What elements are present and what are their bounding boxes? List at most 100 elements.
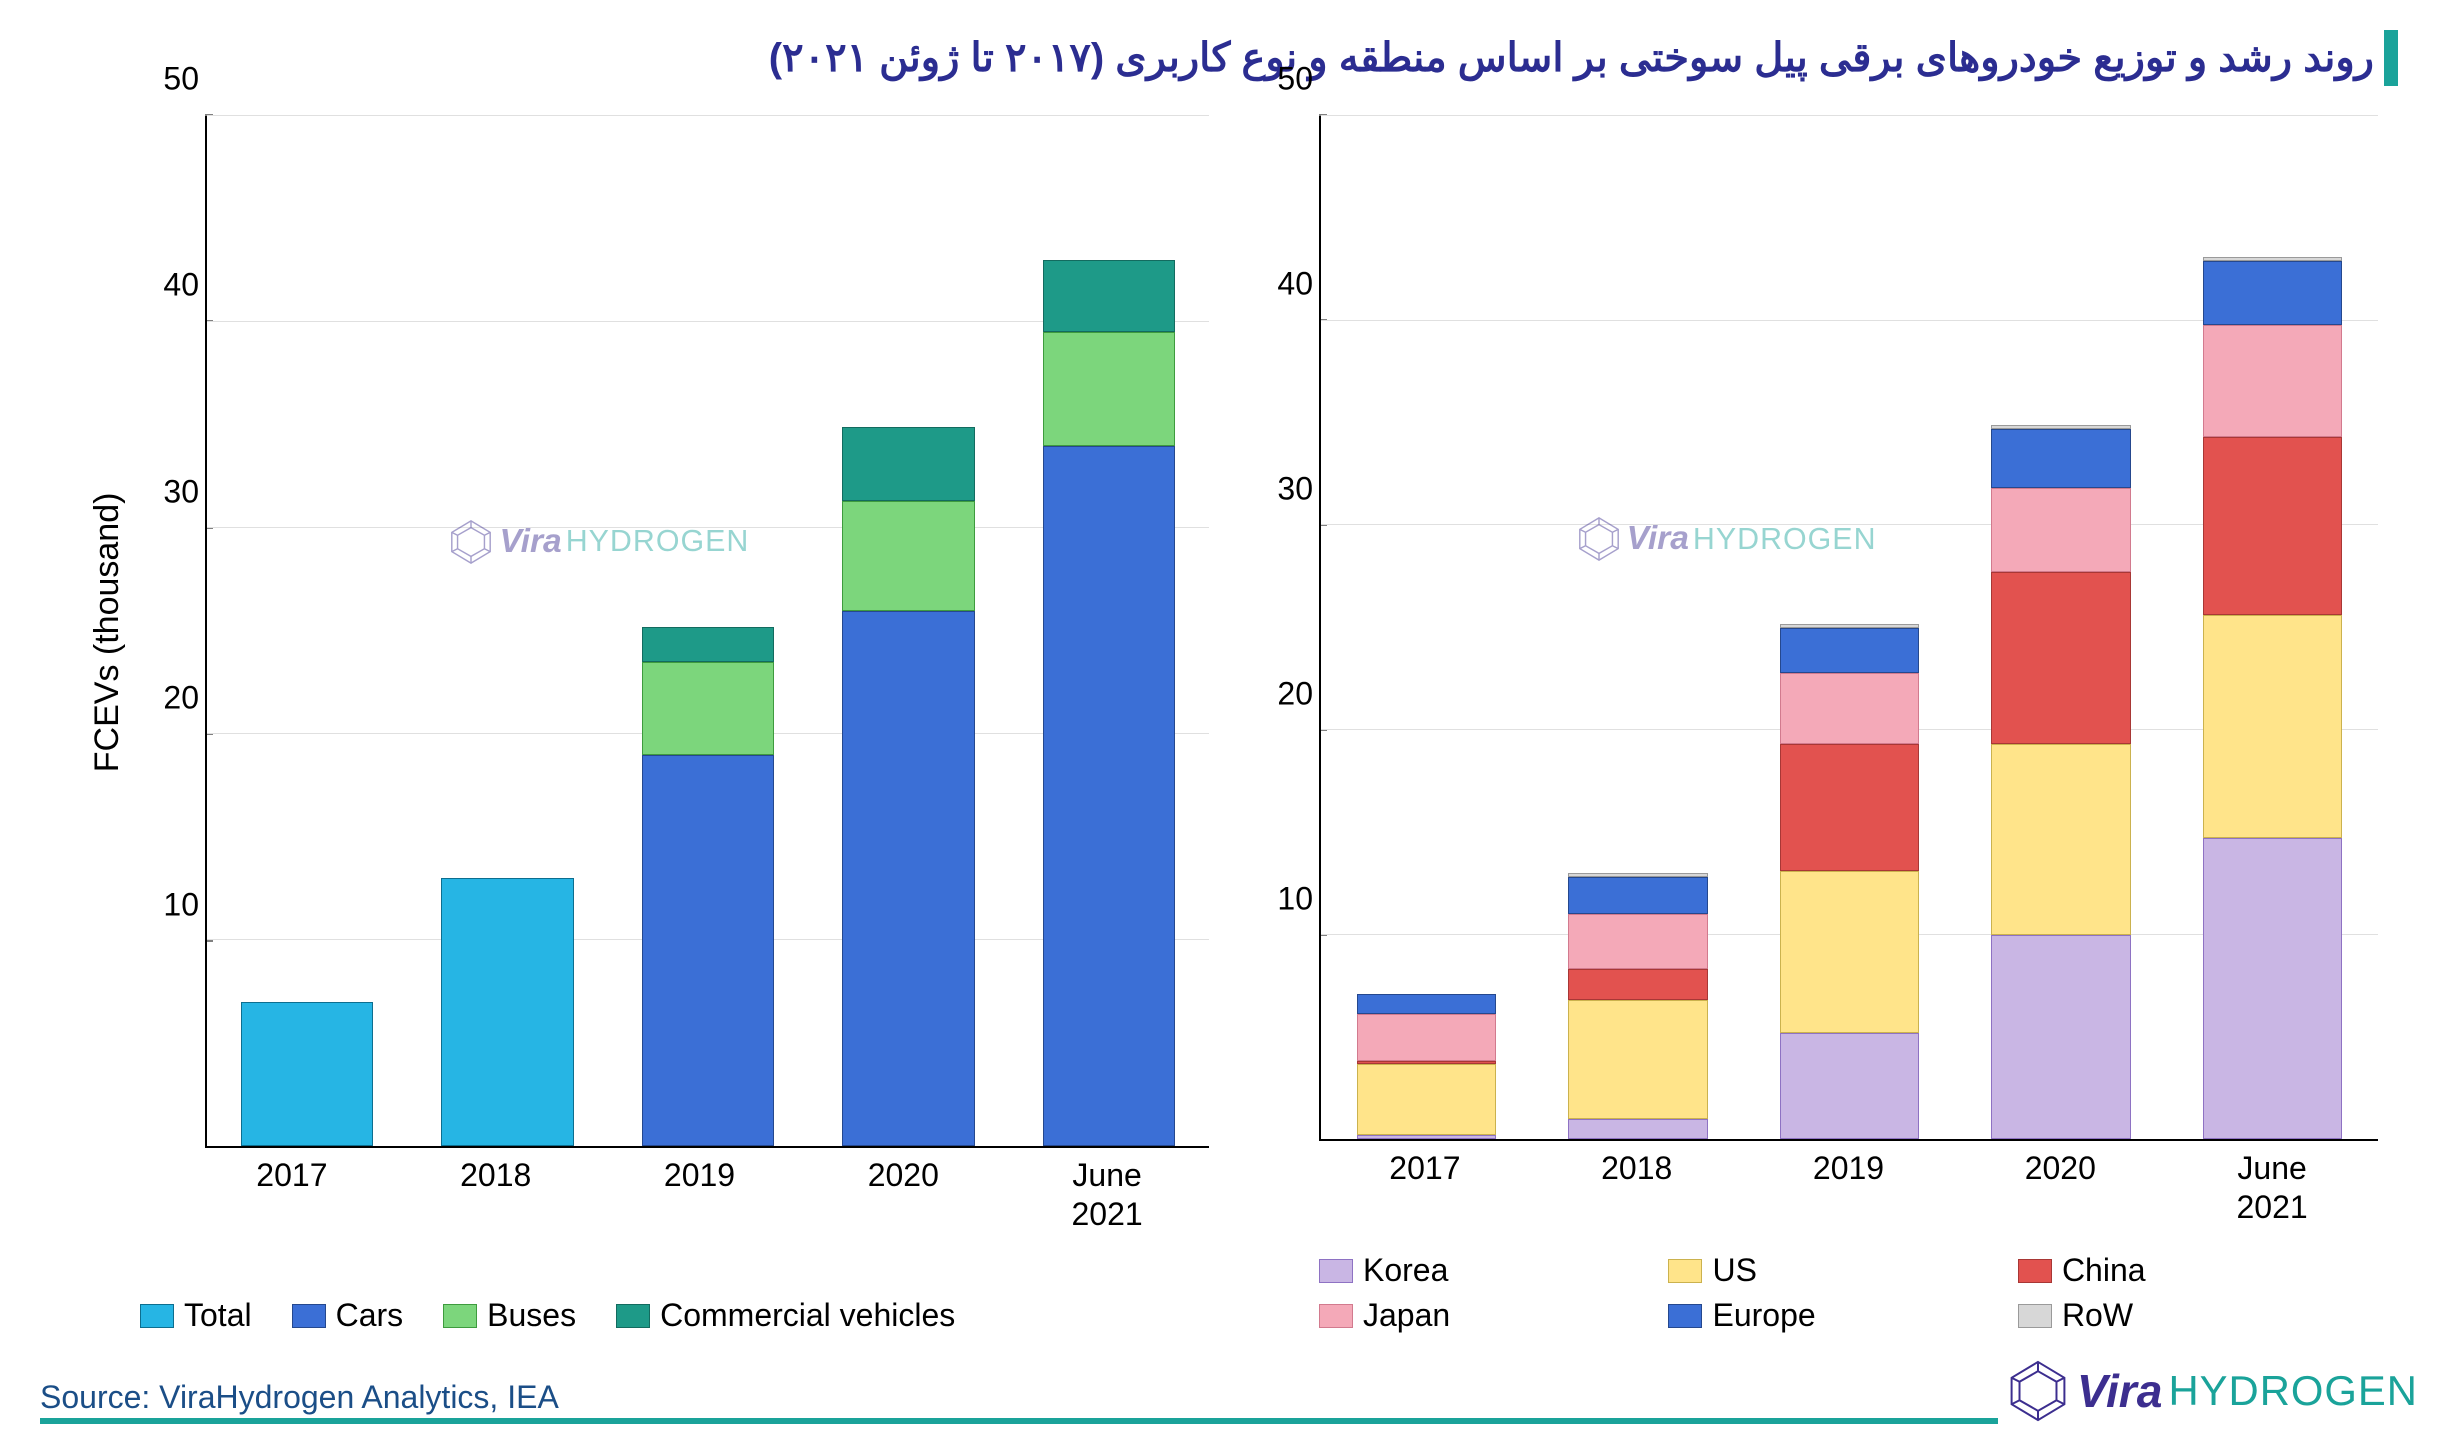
bar-segment-buses [842, 501, 974, 610]
bar-segment-commercial [642, 627, 774, 662]
bar-segment-china [1357, 1061, 1497, 1063]
bar-segment-commercial [1043, 260, 1175, 332]
bar-segment-korea [1780, 1033, 1920, 1139]
legend-swatch [1319, 1304, 1353, 1328]
logo-hex-icon [2005, 1358, 2071, 1424]
bar-stack [842, 116, 974, 1146]
legend-item-row: RoW [2018, 1293, 2367, 1338]
y-tick: 30 [163, 473, 199, 510]
chart-right-panel: 1020304050 ViraHYDROGEN 2017201820192020… [1249, 116, 2378, 1338]
bar-stack [642, 116, 774, 1146]
logo-vira-text: Vira [2077, 1364, 2163, 1418]
source-attribution: Source: ViraHydrogen Analytics, IEA [40, 1379, 1998, 1424]
legend-left: TotalCarsBusesCommercial vehicles [80, 1293, 1209, 1338]
bar-segment-total [441, 878, 573, 1146]
legend-swatch [292, 1304, 326, 1328]
x-tick: 2020 [1954, 1149, 2166, 1226]
x-tick: 2018 [1531, 1149, 1743, 1226]
bar-segment-japan [1568, 914, 1708, 969]
bar-segment-row [1780, 624, 1920, 628]
bar-stack [1568, 116, 1708, 1139]
x-tick: 2020 [801, 1156, 1005, 1233]
legend-item-europe: Europe [1668, 1293, 2017, 1338]
y-axis-label: FCEVs (thousand) [80, 116, 135, 1148]
legend-item-cars: Cars [292, 1293, 404, 1338]
bar-stack [441, 116, 573, 1146]
bar [642, 116, 774, 1146]
bar-segment-us [1780, 871, 1920, 1033]
x-tick: 2019 [598, 1156, 802, 1233]
bar-segment-china [2203, 437, 2343, 615]
legend-swatch [140, 1304, 174, 1328]
legend-label: Buses [487, 1297, 576, 1334]
legend-item-us: US [1668, 1248, 2017, 1293]
bar-segment-europe [1357, 994, 1497, 1014]
legend-label: China [2062, 1252, 2146, 1289]
legend-swatch [1319, 1259, 1353, 1283]
bar-segment-japan [1357, 1014, 1497, 1061]
footer: Source: ViraHydrogen Analytics, IEA Vira… [40, 1338, 2418, 1424]
y-tick: 50 [1277, 61, 1313, 98]
title-accent-bar [2384, 30, 2398, 86]
legend-label: Europe [1712, 1297, 1815, 1334]
x-tick: 2017 [1319, 1149, 1531, 1226]
y-axis-right: 1020304050 [1249, 116, 1319, 1141]
bar-stack [1357, 116, 1497, 1139]
bar [241, 116, 373, 1146]
footer-logo: ViraHYDROGEN [2005, 1358, 2418, 1424]
bar-segment-cars [842, 611, 974, 1147]
bar [2203, 116, 2343, 1139]
bar [1357, 116, 1497, 1139]
bar-segment-row [1991, 425, 2131, 429]
y-tick: 40 [1277, 266, 1313, 303]
bar-segment-korea [1991, 935, 2131, 1140]
bar-stack [2203, 116, 2343, 1139]
page-title: روند رشد و توزیع خودروهای برقی پیل سوختی… [40, 35, 2374, 81]
bar-stack [241, 116, 373, 1146]
legend-swatch [1668, 1259, 1702, 1283]
legend-swatch [443, 1304, 477, 1328]
bar-segment-china [1568, 969, 1708, 1000]
x-axis-right: 2017201820192020June 2021 [1319, 1149, 2378, 1226]
bar-stack [1991, 116, 2131, 1139]
legend-swatch [2018, 1259, 2052, 1283]
y-tick: 50 [163, 61, 199, 98]
bar-segment-buses [1043, 332, 1175, 445]
y-tick: 20 [1277, 676, 1313, 713]
y-tick: 20 [163, 680, 199, 717]
y-tick: 30 [1277, 471, 1313, 508]
bar-segment-japan [1991, 488, 2131, 572]
title-row: روند رشد و توزیع خودروهای برقی پیل سوختی… [40, 30, 2398, 86]
bar-segment-us [1357, 1064, 1497, 1136]
legend-label: RoW [2062, 1297, 2133, 1334]
y-tick: 10 [1277, 881, 1313, 918]
charts-container: FCEVs (thousand) 1020304050 ViraHYDROGEN… [40, 116, 2418, 1338]
legend-label: Korea [1363, 1252, 1448, 1289]
legend-swatch [616, 1304, 650, 1328]
bar-segment-japan [2203, 325, 2343, 438]
x-tick: June 2021 [2166, 1149, 2378, 1226]
y-tick: 40 [163, 267, 199, 304]
bar-stack [1043, 116, 1175, 1146]
bar-segment-row [2203, 257, 2343, 261]
legend-item-buses: Buses [443, 1293, 576, 1338]
plot-left: ViraHYDROGEN [205, 116, 1209, 1148]
legend-item-japan: Japan [1319, 1293, 1668, 1338]
legend-item-korea: Korea [1319, 1248, 1668, 1293]
bar-segment-europe [2203, 261, 2343, 324]
legend-label: US [1712, 1252, 1756, 1289]
bar-stack [1780, 116, 1920, 1139]
bar [1043, 116, 1175, 1146]
bar-segment-china [1991, 572, 2131, 744]
bar [1991, 116, 2131, 1139]
bar-segment-korea [1568, 1119, 1708, 1139]
legend-item-commercial: Commercial vehicles [616, 1293, 955, 1338]
bar-segment-us [1991, 744, 2131, 934]
legend-swatch [1668, 1304, 1702, 1328]
plot-right: ViraHYDROGEN [1319, 116, 2378, 1141]
bar-segment-china [1780, 744, 1920, 871]
bar [441, 116, 573, 1146]
y-axis-left: 1020304050 [135, 116, 205, 1148]
bar [1780, 116, 1920, 1139]
bar-segment-us [2203, 615, 2343, 838]
